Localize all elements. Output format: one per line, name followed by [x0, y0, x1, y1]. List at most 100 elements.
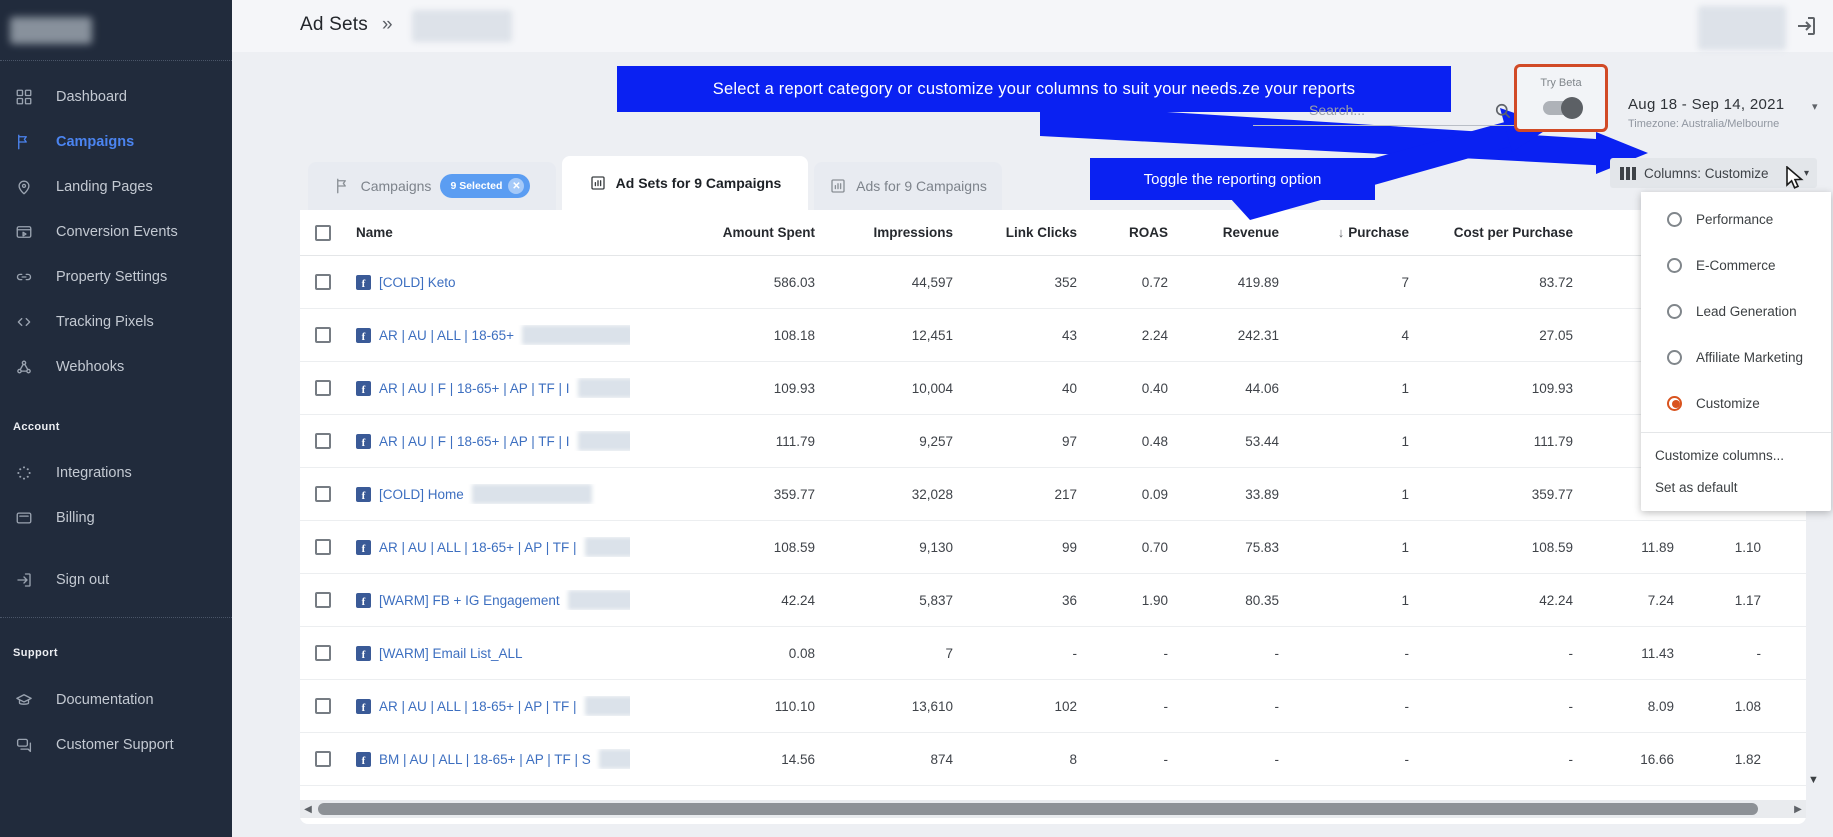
sidebar-item-documentation[interactable]: Documentation — [0, 677, 232, 722]
column-header-link-clicks[interactable]: Link Clicks — [1005, 225, 1077, 240]
dropdown-option-affiliate-marketing[interactable]: Affiliate Marketing — [1641, 334, 1831, 380]
row-checkbox[interactable] — [315, 486, 331, 502]
adset-name-cell: f [WARM] FB + IG Engagement — [356, 590, 630, 610]
dropdown-action-customize-columns-[interactable]: Customize columns... — [1655, 447, 1785, 463]
date-caret-icon[interactable]: ▾ — [1812, 101, 1818, 113]
sidebar-item-integrations[interactable]: Integrations — [0, 450, 232, 495]
sidebar-item-sign-out[interactable]: Sign out — [0, 557, 232, 602]
row-checkbox[interactable] — [315, 433, 331, 449]
column-header-cost-per-purchase[interactable]: Cost per Purchase — [1453, 225, 1573, 240]
row-checkbox[interactable] — [315, 274, 331, 290]
tab-ad-sets-for-9-campaigns[interactable]: Ad Sets for 9 Campaigns — [562, 156, 808, 210]
scrollbar-thumb[interactable] — [318, 803, 1758, 815]
redacted-name-part — [598, 749, 630, 769]
adset-name-link[interactable]: AR | AU | F | 18-65+ | AP | TF | I — [379, 380, 570, 396]
adset-name-link[interactable]: [WARM] FB + IG Engagement — [379, 592, 560, 608]
sidebar-item-property-settings[interactable]: Property Settings — [0, 254, 232, 299]
table-row: f AR | AU | ALL | 18-65+ 108.18 12,451 43 2.2… — [300, 309, 1806, 362]
sidebar-item-label: Campaigns — [56, 133, 135, 150]
tab-campaigns[interactable]: Campaigns 9 Selected ✕ — [308, 162, 556, 210]
adset-name-link[interactable]: BM | AU | ALL | 18-65+ | AP | TF | S — [379, 751, 591, 767]
dropdown-action-set-as-default[interactable]: Set as default — [1655, 479, 1738, 495]
timezone-text: Timezone: Australia/Melbourne — [1628, 118, 1780, 130]
metric-cell: - — [1163, 645, 1169, 661]
scroll-right-icon[interactable]: ▶ — [1794, 803, 1802, 815]
metric-cell: 7 — [945, 645, 953, 661]
table-row: f BM | AU | ALL | 18-65+ | AP | TF | S 14.… — [300, 733, 1806, 786]
metric-cell: 5,837 — [919, 592, 953, 608]
metric-cell: 2.24 — [1141, 327, 1168, 343]
row-checkbox[interactable] — [315, 645, 331, 661]
tab-ads-for-9-campaigns[interactable]: Ads for 9 Campaigns — [814, 162, 1002, 210]
metric-cell: - — [1274, 645, 1280, 661]
metric-cell: 874 — [930, 751, 953, 767]
select-all-checkbox[interactable] — [315, 224, 331, 241]
toggle-knob[interactable] — [1561, 97, 1583, 119]
sidebar-item-landing-pages[interactable]: Landing Pages — [0, 164, 232, 209]
horizontal-scrollbar[interactable]: ◀ ▶ — [300, 800, 1806, 818]
metric-cell: 16.66 — [1640, 751, 1674, 767]
adset-name-link[interactable]: [WARM] Email List_ALL — [379, 645, 523, 661]
metric-cell: 32,028 — [911, 486, 953, 502]
redacted-name-part — [521, 325, 630, 345]
sidebar-item-customer-support[interactable]: Customer Support — [0, 722, 232, 767]
radio-icon[interactable] — [1667, 349, 1682, 365]
row-checkbox[interactable] — [315, 327, 331, 343]
row-checkbox[interactable] — [315, 380, 331, 396]
sidebar-item-tracking-pixels[interactable]: Tracking Pixels — [0, 299, 232, 344]
adset-name-link[interactable]: [COLD] Keto — [379, 274, 456, 290]
scroll-left-icon[interactable]: ◀ — [304, 803, 312, 815]
dropdown-option-customize[interactable]: Customize — [1641, 380, 1831, 426]
sidebar-item-conversion-events[interactable]: Conversion Events — [0, 209, 232, 254]
adset-name-cell: f BM | AU | ALL | 18-65+ | AP | TF | S — [356, 749, 630, 769]
adset-name-link[interactable]: [COLD] Home — [379, 486, 464, 502]
metric-cell: 1.82 — [1734, 751, 1761, 767]
search-input[interactable] — [1253, 96, 1485, 124]
clear-selection-icon[interactable]: ✕ — [508, 178, 525, 194]
adset-name-link[interactable]: AR | AU | ALL | 18-65+ | AP | TF | — [379, 539, 577, 555]
metric-cell: 0.08 — [788, 645, 815, 661]
redacted-name-part — [471, 484, 592, 504]
sidebar-item-dashboard[interactable]: Dashboard — [0, 74, 232, 119]
column-header-roas[interactable]: ROAS — [1128, 225, 1168, 240]
dropdown-option-e-commerce[interactable]: E-Commerce — [1641, 242, 1831, 288]
sidebar-item-webhooks[interactable]: Webhooks — [0, 344, 232, 389]
radio-icon[interactable] — [1667, 211, 1682, 227]
adset-name-link[interactable]: AR | AU | ALL | 18-65+ | AP | TF | — [379, 698, 577, 714]
metric-cell: 75.83 — [1245, 539, 1279, 555]
dropdown-option-lead-generation[interactable]: Lead Generation — [1641, 288, 1831, 334]
scroll-down-caret-icon[interactable]: ▼ — [1808, 774, 1819, 786]
adset-name-link[interactable]: AR | AU | F | 18-65+ | AP | TF | I — [379, 433, 570, 449]
adset-name-cell: f AR | AU | F | 18-65+ | AP | TF | I — [356, 431, 630, 451]
metric-cell: 14.56 — [781, 751, 815, 767]
column-header-impressions[interactable]: Impressions — [873, 225, 953, 240]
row-checkbox[interactable] — [315, 592, 331, 608]
metric-cell: 108.59 — [1531, 539, 1573, 555]
metric-cell: 0.70 — [1141, 539, 1168, 555]
row-checkbox[interactable] — [315, 751, 331, 767]
search-icon[interactable] — [1493, 101, 1513, 126]
try-beta-toggle[interactable] — [1543, 97, 1583, 119]
column-header-purchase[interactable]: ↓ Purchase — [1337, 225, 1409, 240]
sort-descending-icon: ↓ — [1337, 225, 1345, 240]
adset-name-link[interactable]: AR | AU | ALL | 18-65+ — [379, 327, 514, 343]
metric-cell: 7.24 — [1647, 592, 1674, 608]
column-header-revenue[interactable]: Revenue — [1222, 225, 1279, 240]
dropdown-actions: Customize columns... Set as default — [1641, 439, 1831, 503]
row-checkbox[interactable] — [315, 698, 331, 714]
sidebar-item-campaigns[interactable]: Campaigns — [0, 119, 232, 164]
radio-icon[interactable] — [1667, 303, 1682, 319]
date-range-picker[interactable]: Aug 18 - Sep 14, 2021 Timezone: Australi… — [1628, 96, 1808, 130]
date-range-text: Aug 18 - Sep 14, 2021 — [1628, 96, 1785, 113]
radio-icon[interactable] — [1667, 257, 1682, 273]
column-header-amount-spent[interactable]: Amount Spent — [722, 225, 815, 240]
dropdown-option-performance[interactable]: Performance — [1641, 196, 1831, 242]
metric-cell: 242.31 — [1237, 327, 1279, 343]
row-checkbox[interactable] — [315, 539, 331, 555]
radio-selected-icon[interactable] — [1667, 395, 1682, 411]
column-header-name[interactable]: Name — [356, 225, 393, 240]
logout-icon[interactable] — [1794, 14, 1818, 43]
table-body: f [COLD] Keto 586.03 44,597 352 0.72 419.89 7 83… — [300, 256, 1806, 786]
sidebar-item-billing[interactable]: Billing — [0, 495, 232, 540]
search-box — [1253, 96, 1515, 126]
